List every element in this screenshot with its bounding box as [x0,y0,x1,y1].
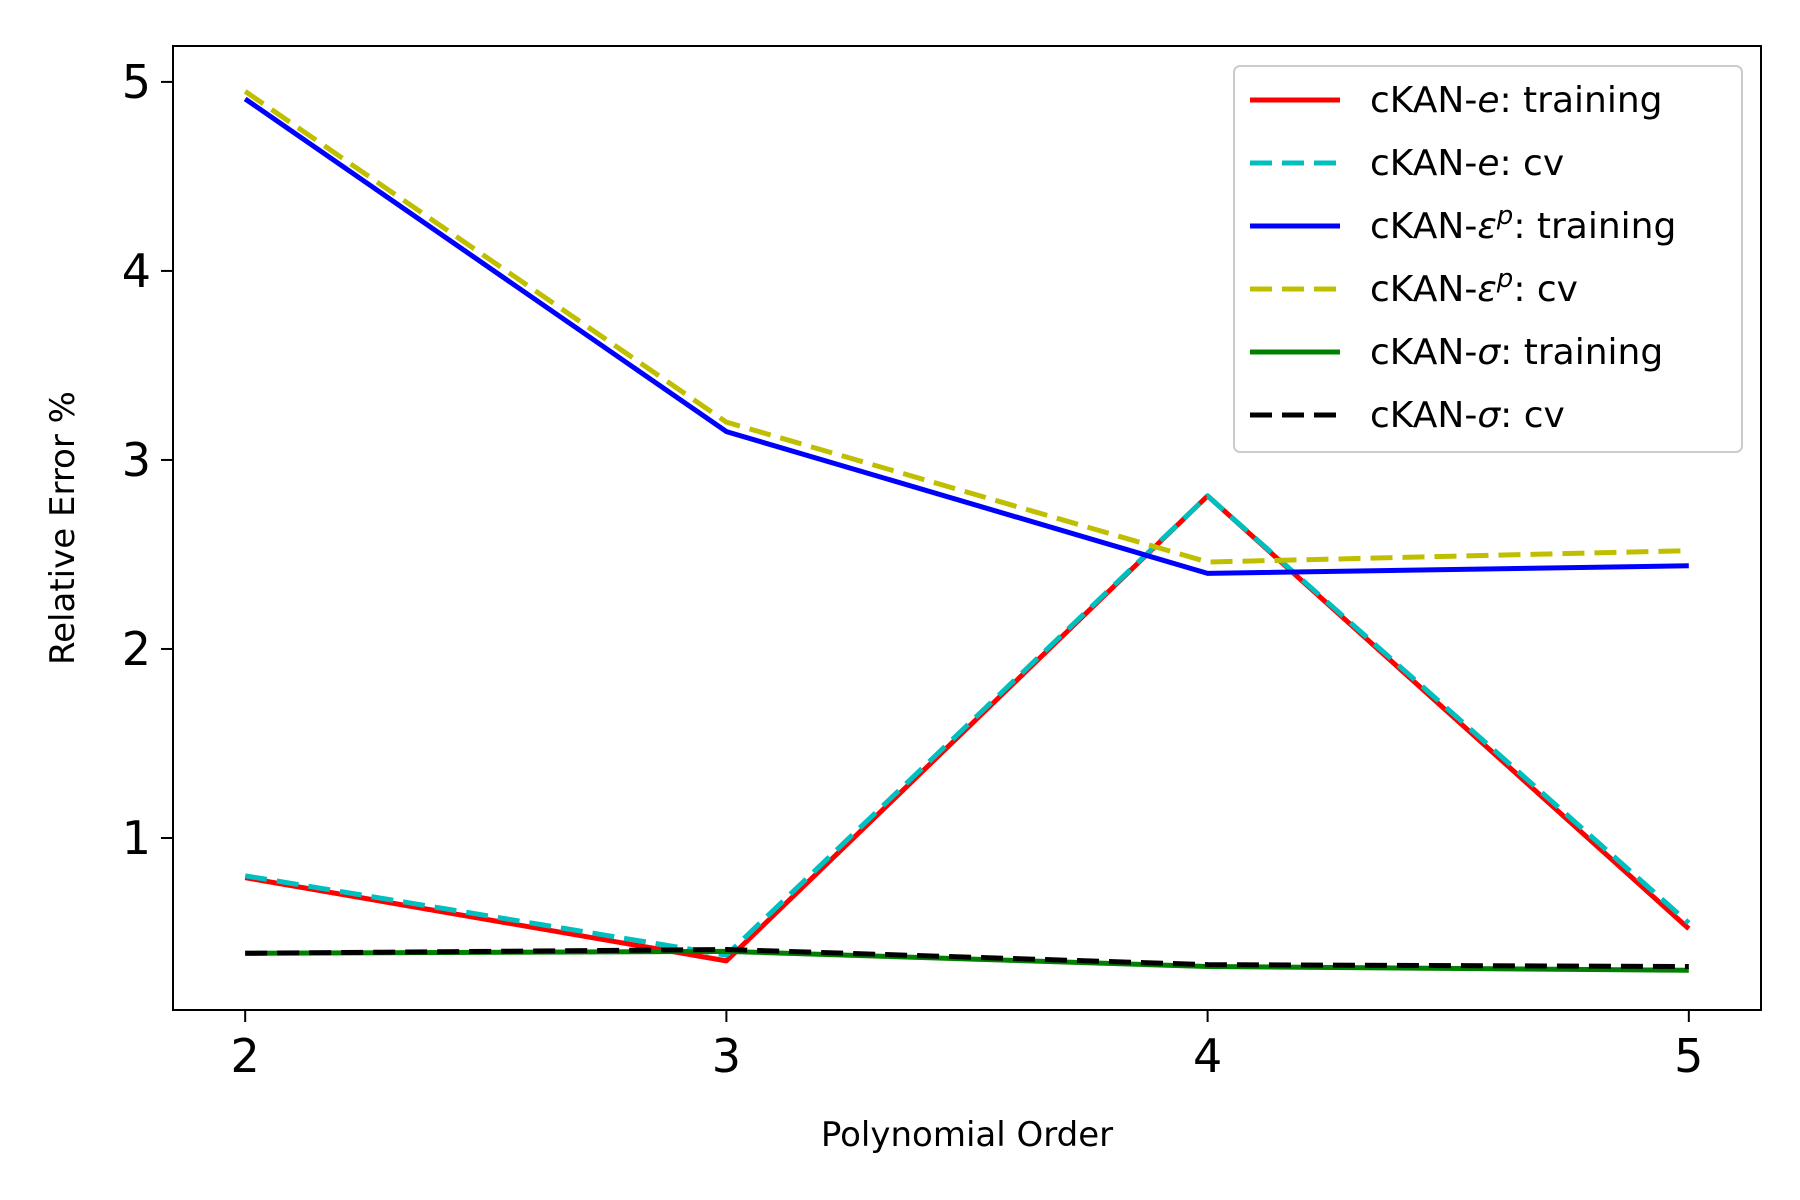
x-tick-label: 2 [231,1029,260,1083]
x-axis-label: Polynomial Order [821,1115,1113,1155]
y-axis: 1 2 3 4 5 [122,55,173,865]
x-axis: 2 3 4 5 [231,1010,1703,1083]
legend-label-1: cKAN-e: training [1370,80,1663,121]
x-tick-label: 4 [1193,1029,1222,1083]
x-tick-label: 3 [712,1029,741,1083]
legend: cKAN-e: training cKAN-e: cv cKAN-εp: train… [1233,65,1743,453]
legend-label-6: cKAN-σ: cv [1370,395,1565,436]
series-line-6 [245,947,1689,970]
legend-label-4: cKAN-εp: cv [1370,264,1578,310]
series-line-2 [244,493,1691,958]
series-line-3 [243,96,1689,576]
y-tick-label: 2 [122,622,151,676]
legend-label-5: cKAN-σ: training [1370,332,1663,373]
legend-label-3: cKAN-εp: training [1370,201,1676,247]
series-line-4 [243,89,1689,565]
y-tick-label: 3 [122,433,151,487]
y-tick-label: 4 [122,244,151,298]
plot-lines [243,89,1691,973]
x-tick-label: 5 [1674,1029,1703,1083]
legend-box [1233,65,1743,453]
y-tick-label: 5 [122,55,151,109]
y-tick-label: 1 [122,811,151,865]
legend-label-2: cKAN-e: cv [1370,143,1564,184]
y-axis-label: Relative Error % [43,391,83,665]
plot-frame [172,45,1762,1011]
